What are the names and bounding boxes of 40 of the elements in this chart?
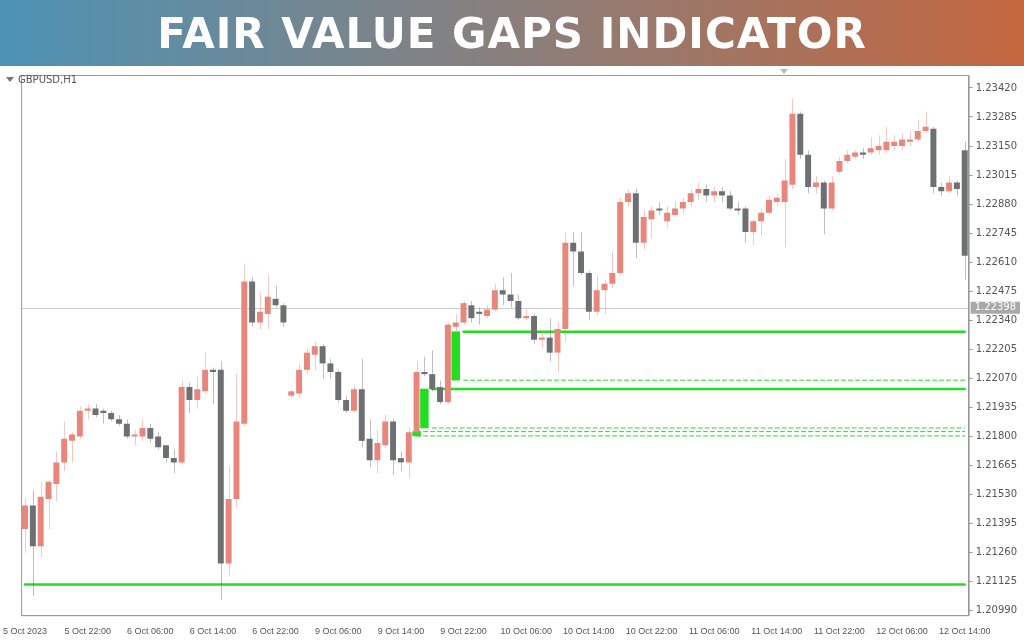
- x-tick-label: 6 Oct 14:00: [189, 626, 237, 637]
- y-tick-label: 1.21125: [975, 575, 1018, 587]
- y-tick-label: 1.20990: [975, 604, 1018, 616]
- x-tick-label: 10 Oct 06:00: [500, 626, 552, 637]
- x-tick-label: 10 Oct 14:00: [563, 626, 615, 637]
- x-tick-label: 12 Oct 14:00: [938, 626, 991, 637]
- x-tick-label: 6 Oct 22:00: [252, 626, 299, 637]
- y-tick-label: 1.22340: [975, 313, 1018, 325]
- x-tick-label: 10 Oct 22:00: [625, 626, 678, 637]
- candlestick: [476, 306, 483, 326]
- y-tick-label: 1.21665: [975, 459, 1018, 471]
- x-tick-label: 9 Oct 22:00: [440, 626, 487, 637]
- y-tick-label: 1.22205: [975, 343, 1018, 354]
- y-tick-label: 1.22610: [975, 255, 1018, 267]
- y-tick-label: 1.21800: [975, 430, 1018, 442]
- y-tick-label: 1.23015: [975, 168, 1018, 180]
- x-tick-label: 11 Oct 14:00: [751, 626, 803, 637]
- bar: [451, 331, 460, 381]
- x-tick-label: 11 Oct 06:00: [688, 626, 740, 637]
- ref-line-label: 1.22398: [974, 301, 1017, 313]
- y-tick-label: 1.21260: [975, 546, 1018, 558]
- chart-title: FAIR VALUE GAPS INDICATOR: [0, 0, 1024, 66]
- y-tick-label: 1.21530: [975, 488, 1018, 500]
- y-tick-label: 1.23285: [975, 110, 1018, 122]
- x-tick-label: 9 Oct 14:00: [377, 626, 425, 637]
- x-tick-label: 5 Oct 2023: [3, 626, 48, 637]
- y-tick-label: 1.21395: [975, 517, 1018, 529]
- x-tick-label: 9 Oct 06:00: [314, 626, 362, 637]
- x-tick-label: 11 Oct 22:00: [814, 626, 865, 637]
- y-tick-label: 1.22070: [975, 372, 1018, 384]
- y-tick-label: 1.23420: [975, 81, 1018, 93]
- x-tick-label: 6 Oct 06:00: [127, 626, 174, 637]
- y-tick-label: 1.22745: [975, 226, 1018, 238]
- y-tick-label: 1.22880: [975, 197, 1018, 209]
- x-tick-label: 12 Oct 06:00: [876, 626, 928, 637]
- y-tick-label: 1.23150: [975, 139, 1018, 151]
- chart-subtitle: GBPUSD,H1: [18, 74, 78, 85]
- y-tick-label: 1.22475: [975, 284, 1018, 296]
- x-tick-label: 5 Oct 22:00: [64, 626, 111, 637]
- y-tick-label: 1.21935: [975, 401, 1018, 413]
